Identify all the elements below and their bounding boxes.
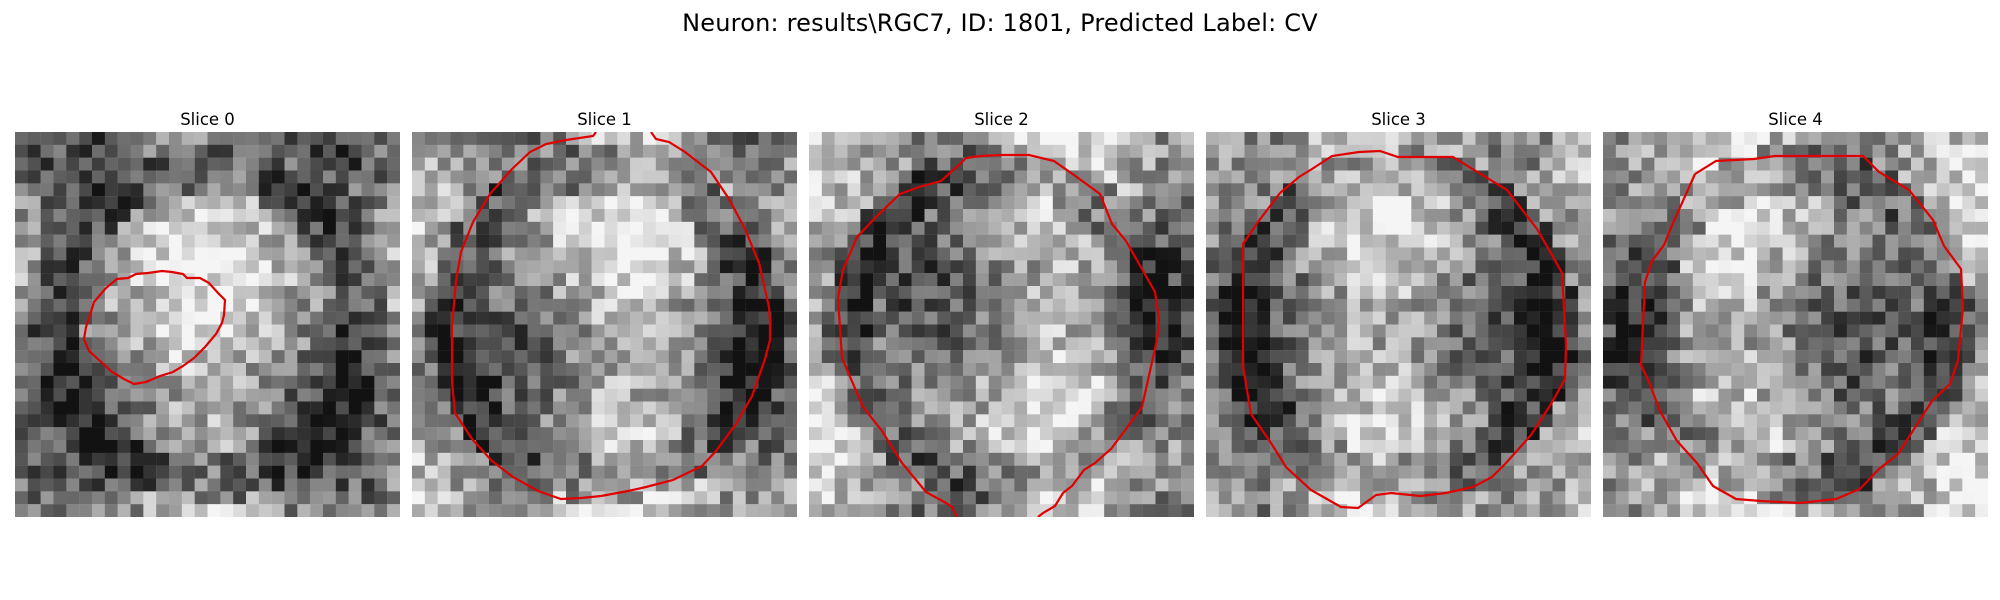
segmentation-contour-4 [1639, 154, 1965, 505]
slice-title-3: Slice 3 [1371, 110, 1426, 129]
slice-panel-3: Slice 3 [1206, 108, 1591, 517]
segmentation-contour-0 [82, 269, 227, 386]
slice-image-3 [1206, 132, 1591, 517]
figure-title: Neuron: results\RGC7, ID: 1801, Predicte… [682, 9, 1318, 37]
segmentation-contour-2 [940, 153, 1161, 517]
slice-panel-1: Slice 1 [412, 108, 797, 517]
slice-panel-2: Slice 2 [809, 108, 1194, 517]
slice-panel-0: Slice 0 [15, 108, 400, 517]
slice-title-2: Slice 2 [974, 110, 1029, 129]
segmentation-contour-1b [450, 132, 772, 501]
slice-image-1 [412, 132, 797, 517]
slice-title-1: Slice 1 [577, 110, 632, 129]
slice-image-4 [1603, 132, 1988, 517]
slice-image-0 [15, 132, 400, 517]
slice-panel-4: Slice 4 [1603, 108, 1988, 517]
slice-title-0: Slice 0 [180, 110, 235, 129]
segmentation-contour-2b [836, 179, 958, 517]
slice-title-4: Slice 4 [1768, 110, 1823, 129]
slice-image-2 [809, 132, 1194, 517]
segmentation-contour-1 [450, 132, 597, 326]
segmentation-contour-3 [1241, 149, 1568, 510]
